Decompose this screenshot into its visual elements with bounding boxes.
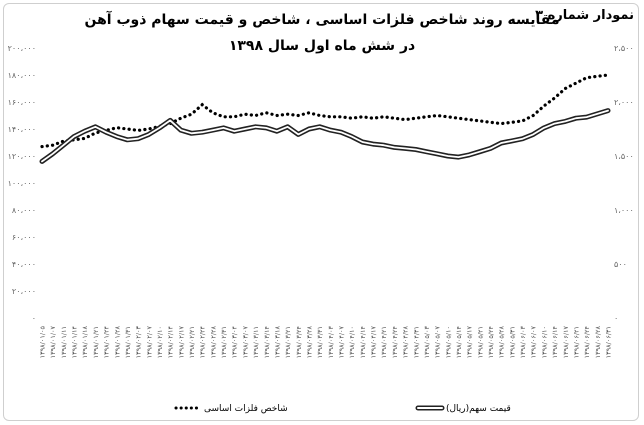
- left-tick-label: ۸۰،۰۰۰: [12, 206, 36, 215]
- x-tick-label: ۱۳۹۸/۰۳/۲۸: [305, 325, 313, 358]
- x-tick-label: ۱۳۹۸/۰۱/۰۵: [39, 325, 47, 358]
- x-tick-label: ۱۳۹۸/۰۵/۰۳: [423, 325, 431, 358]
- right-y-axis: ۰ ۵۰۰ ۱،۰۰۰ ۱،۵۰۰ ۲،۰۰۰ ۲،۵۰۰: [614, 44, 634, 323]
- x-tick-label: ۱۳۹۸/۰۵/۰۷: [434, 325, 442, 358]
- x-tick-label: ۱۳۹۸/۰۵/۱۴: [455, 325, 463, 358]
- x-tick-label: ۱۳۹۸/۰۴/۱۴: [359, 325, 367, 358]
- left-tick-label: ۰: [32, 314, 36, 323]
- series-index-line: [40, 73, 610, 149]
- left-tick-label: ۴۰،۰۰۰: [12, 260, 36, 269]
- x-tick-label: ۱۳۹۸/۰۴/۲۴: [391, 325, 399, 358]
- legend-index-label: شاخص فلزات اساسی: [204, 404, 288, 414]
- right-tick-label: ۱،۵۰۰: [614, 152, 634, 161]
- x-tick-label: ۱۳۹۸/۰۶/۱۴: [551, 325, 559, 358]
- x-tick-label: ۱۳۹۸/۰۵/۱۷: [466, 325, 474, 358]
- x-tick-label: ۱۳۹۸/۰۵/۲۴: [487, 325, 495, 358]
- right-tick-label: ۲،۰۰۰: [614, 98, 634, 107]
- series-price-line-outer: [39, 108, 611, 164]
- x-tick-label: ۱۳۹۸/۰۳/۱۱: [252, 326, 260, 358]
- left-tick-label: ۶۰،۰۰۰: [12, 233, 36, 242]
- x-tick-label: ۱۳۹۸/۰۳/۲۴: [295, 325, 303, 358]
- x-tick-label: ۱۳۹۸/۰۳/۲۱: [284, 326, 292, 358]
- x-tick-label: ۱۳۹۸/۰۲/۲۸: [209, 325, 217, 358]
- x-axis: ۱۳۹۸/۰۱/۰۵ ۱۳۹۸/۰۱/۰۷ ۱۳۹۸/۰۱/۱۱ ۱۳۹۸/۰۱/۱۴…: [39, 325, 613, 358]
- x-tick-label: ۱۳۹۸/۰۲/۰۷: [145, 325, 153, 358]
- chart-title-line2: در شش ماه اول سال ۱۳۹۸: [228, 38, 416, 54]
- x-tick-label: ۱۳۹۸/۰۶/۲۴: [583, 325, 591, 358]
- x-tick-label: ۱۳۹۸/۰۲/۲۴: [199, 325, 207, 358]
- x-tick-label: ۱۳۹۸/۰۶/۰۷: [530, 325, 538, 358]
- x-tick-label: ۱۳۹۸/۰۴/۰۳: [327, 325, 335, 358]
- right-tick-label: ۲،۵۰۰: [614, 44, 634, 53]
- x-tick-label: ۱۳۹۸/۰۵/۲۱: [476, 326, 484, 358]
- x-tick-label: ۱۳۹۸/۰۶/۱۰: [540, 326, 548, 358]
- left-tick-label: ۲۰،۰۰۰: [12, 287, 36, 296]
- legend: قیمت سهم(ریال) شاخص فلزات اساسی: [174, 404, 511, 414]
- x-tick-label: ۱۳۹۸/۰۱/۱۸: [81, 325, 89, 358]
- x-tick-label: ۱۳۹۸/۰۳/۳۱: [316, 326, 324, 358]
- x-tick-label: ۱۳۹۸/۰۶/۲۱: [572, 326, 580, 358]
- left-tick-label: ۱۸۰،۰۰۰: [8, 71, 36, 80]
- x-tick-label: ۱۳۹۸/۰۲/۲۱: [188, 326, 196, 358]
- series-price-line-inner: [41, 109, 609, 163]
- x-tick-label: ۱۳۹۸/۰۲/۱۴: [167, 325, 175, 358]
- x-tick-label: ۱۳۹۸/۰۱/۳۱: [124, 326, 132, 358]
- x-tick-label: ۱۳۹۸/۰۶/۳۱: [605, 326, 613, 358]
- x-tick-label: ۱۳۹۸/۰۶/۲۸: [594, 325, 602, 358]
- left-tick-label: ۲۰۰،۰۰۰: [8, 44, 36, 53]
- x-tick-label: ۱۳۹۸/۰۴/۱۷: [370, 325, 378, 358]
- x-tick-label: ۱۳۹۸/۰۲/۱۷: [177, 325, 185, 358]
- x-tick-label: ۱۳۹۸/۰۳/۰۴: [231, 325, 239, 358]
- x-tick-label: ۱۳۹۸/۰۲/۳۱: [220, 326, 228, 358]
- x-tick-label: ۱۳۹۸/۰۲/۱۰: [156, 326, 164, 358]
- x-tick-label: ۱۳۹۸/۰۴/۰۷: [338, 325, 346, 358]
- x-tick-label: ۱۳۹۸/۰۱/۲۸: [113, 325, 121, 358]
- right-tick-label: ۱،۰۰۰: [614, 206, 634, 215]
- x-tick-label: ۱۳۹۸/۰۱/۱۴: [71, 325, 79, 358]
- x-tick-label: ۱۳۹۸/۰۵/۲۸: [498, 325, 506, 358]
- left-tick-label: ۱۶۰،۰۰۰: [8, 98, 36, 107]
- x-tick-label: ۱۳۹۸/۰۴/۲۸: [402, 325, 410, 358]
- left-tick-label: ۱۴۰،۰۰۰: [8, 125, 36, 134]
- x-tick-label: ۱۳۹۸/۰۱/۱۱: [60, 326, 68, 358]
- left-tick-label: ۱۲۰،۰۰۰: [8, 152, 36, 161]
- x-tick-label: ۱۳۹۸/۰۱/۲۱: [92, 326, 100, 358]
- x-tick-label: ۱۳۹۸/۰۳/۱۸: [273, 325, 281, 358]
- right-tick-label: ۵۰۰: [614, 260, 627, 269]
- x-tick-label: ۱۳۹۸/۰۴/۱۰: [348, 326, 356, 358]
- x-tick-label: ۱۳۹۸/۰۱/۲۴: [103, 325, 111, 358]
- x-tick-label: ۱۳۹۸/۰۴/۳۱: [412, 326, 420, 358]
- chart-title-line1: مقایسه روند شاخص فلزات اساسی ، شاخص و قی…: [84, 12, 560, 28]
- chart-frame: [3, 3, 639, 421]
- x-tick-label: ۱۳۹۸/۰۴/۲۱: [380, 326, 388, 358]
- chart-number-label: نمودار شماره ۳: [535, 8, 634, 23]
- left-y-axis: ۰ ۲۰،۰۰۰ ۴۰،۰۰۰ ۶۰،۰۰۰ ۸۰،۰۰۰ ۱۰۰،۰۰۰ ۱۲۰،۰۰۰ ۱…: [8, 44, 36, 323]
- x-tick-label: ۱۳۹۸/۰۵/۱۰: [444, 326, 452, 358]
- x-tick-label: ۱۳۹۸/۰۲/۰۳: [135, 325, 143, 358]
- legend-price-label: قیمت سهم(ریال): [446, 404, 511, 414]
- x-tick-label: ۱۳۹۸/۰۶/۱۷: [562, 325, 570, 358]
- x-tick-label: ۱۳۹۸/۰۶/۰۳: [519, 325, 527, 358]
- series-layer: [39, 73, 611, 164]
- x-tick-label: ۱۳۹۸/۰۳/۰۷: [241, 325, 249, 358]
- x-tick-label: ۱۳۹۸/۰۳/۱۴: [263, 325, 271, 358]
- x-tick-label: ۱۳۹۸/۰۱/۰۷: [49, 325, 57, 358]
- right-tick-label: ۰: [614, 314, 618, 323]
- x-tick-label: ۱۳۹۸/۰۵/۳۱: [508, 326, 516, 358]
- left-tick-label: ۱۰۰،۰۰۰: [8, 179, 36, 188]
